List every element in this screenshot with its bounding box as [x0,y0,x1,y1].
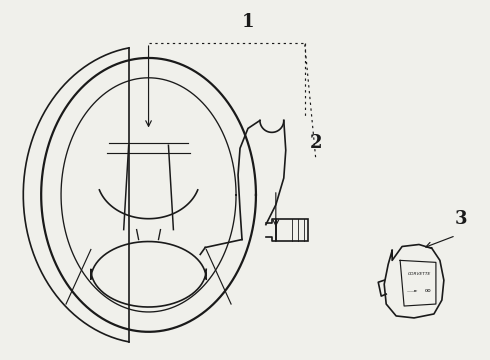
Text: 1: 1 [242,13,254,31]
Text: 3: 3 [455,210,467,228]
Text: CORVETTE: CORVETTE [407,272,431,276]
Bar [276,219,308,240]
Text: oo: oo [424,288,431,293]
Text: ——►: ——► [406,288,418,292]
Text: 2: 2 [309,134,322,152]
